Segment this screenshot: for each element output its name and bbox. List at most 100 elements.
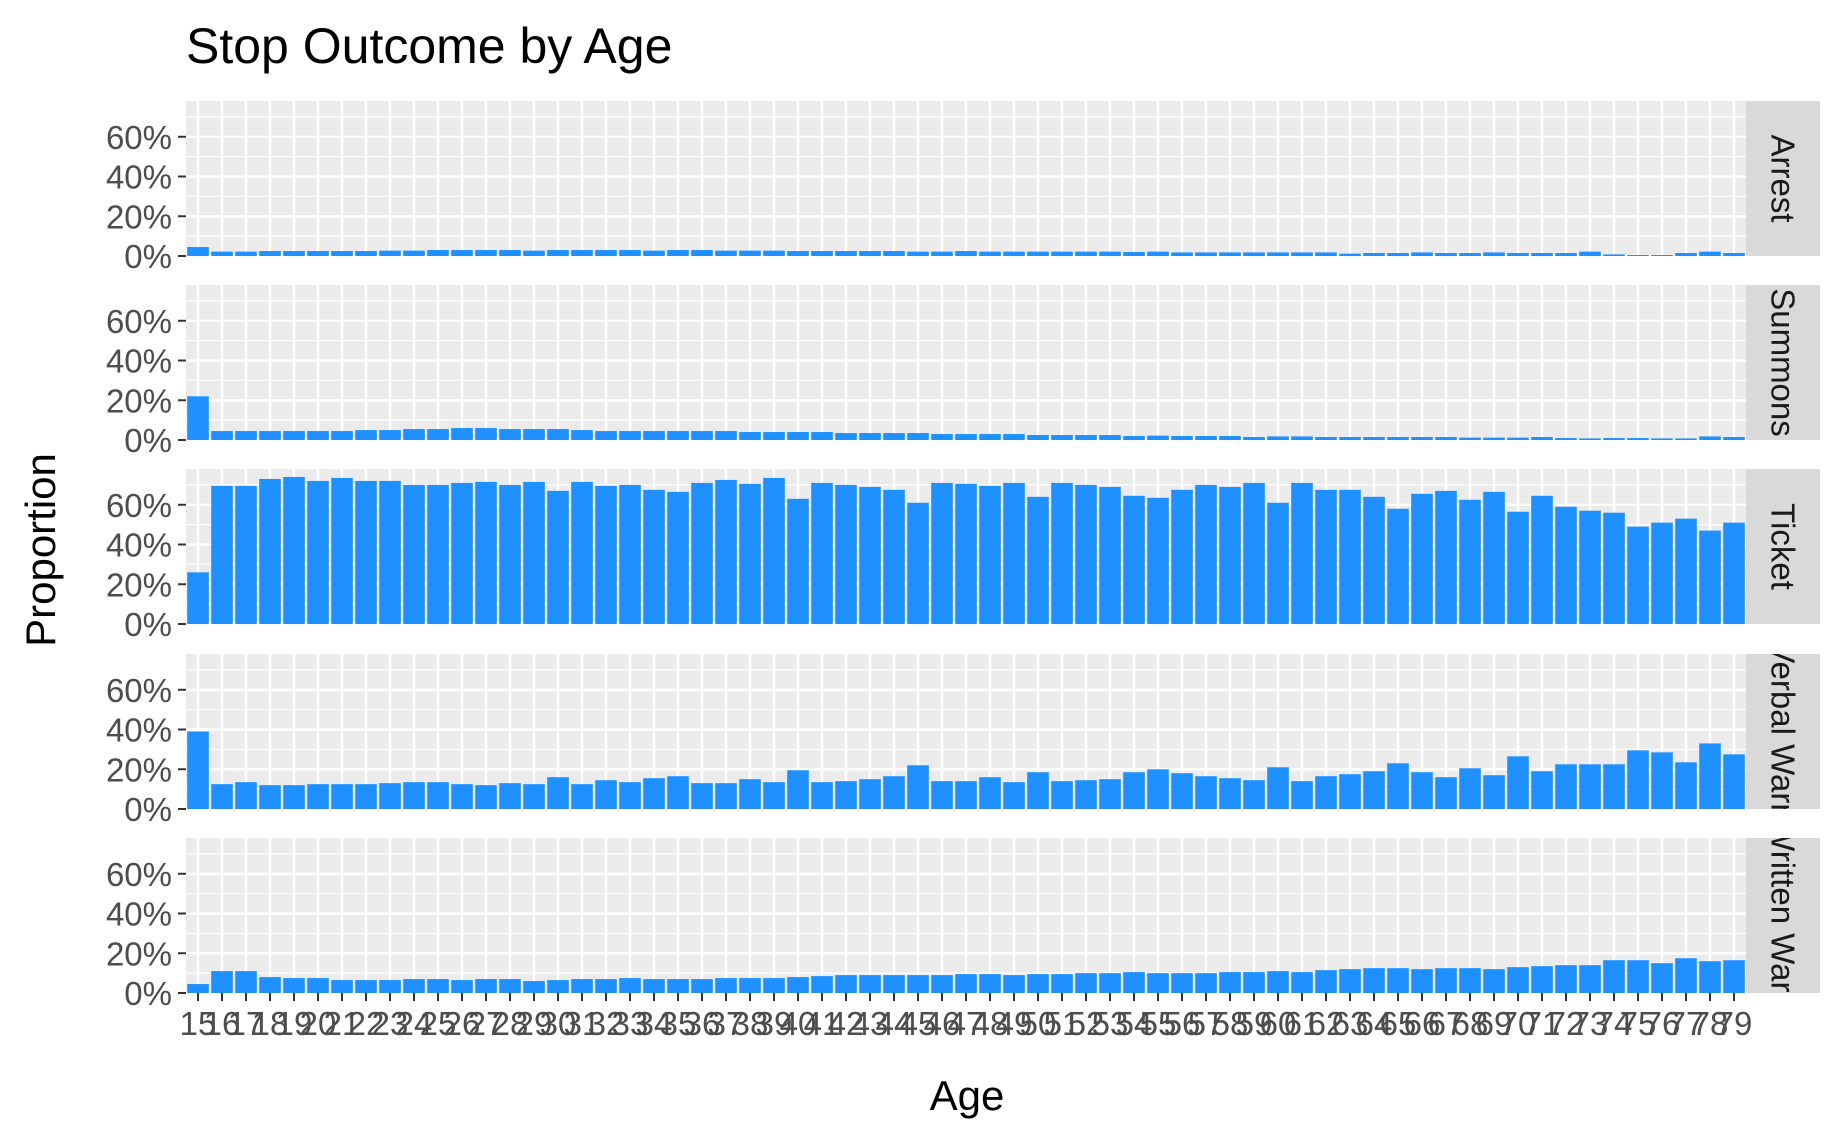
x-tick-label: 52 <box>1068 1005 1105 1042</box>
y-tick-label: 20% <box>106 382 172 419</box>
x-tick-label: 38 <box>732 1005 769 1042</box>
x-tick-label: 35 <box>660 1005 697 1042</box>
bar <box>1243 972 1265 993</box>
bar <box>1579 965 1601 993</box>
x-tick-label: 41 <box>804 1005 841 1042</box>
x-tick-label: 61 <box>1284 1005 1321 1042</box>
bar <box>643 489 665 624</box>
bar <box>1363 771 1385 809</box>
bar <box>643 778 665 809</box>
bar <box>475 250 497 256</box>
bar <box>547 250 569 256</box>
bar <box>667 776 689 809</box>
bar <box>451 482 473 624</box>
x-tick-label: 17 <box>228 1005 265 1042</box>
x-tick-label: 47 <box>948 1005 985 1042</box>
bar <box>1123 495 1145 624</box>
bar <box>1075 251 1097 256</box>
bar <box>1075 484 1097 624</box>
bar <box>1699 743 1721 809</box>
bar <box>427 484 449 624</box>
bar <box>811 976 833 993</box>
bar <box>427 429 449 440</box>
bar <box>1171 252 1193 256</box>
bar <box>1051 781 1073 809</box>
bar <box>379 783 401 809</box>
bar <box>1075 973 1097 993</box>
bar <box>475 785 497 809</box>
bar <box>1603 512 1625 624</box>
bar <box>1267 971 1289 993</box>
bar <box>1075 780 1097 809</box>
bar <box>1147 497 1169 624</box>
bar <box>1099 779 1121 809</box>
bar <box>475 481 497 624</box>
bar <box>1099 435 1121 440</box>
bar <box>475 428 497 440</box>
x-tick-label: 39 <box>756 1005 793 1042</box>
bar <box>619 978 641 993</box>
bar <box>547 490 569 624</box>
chart-title: Stop Outcome by Age <box>186 18 672 74</box>
bar <box>547 980 569 993</box>
bar <box>1291 252 1313 256</box>
bar <box>595 780 617 809</box>
facet-strip-label: Summons <box>1765 288 1802 437</box>
bar <box>1459 499 1481 624</box>
x-tick-label: 71 <box>1524 1005 1561 1042</box>
bar <box>523 481 545 624</box>
bar <box>1315 252 1337 256</box>
facet-strip <box>1746 654 1820 809</box>
bar <box>883 489 905 624</box>
bar <box>1243 780 1265 809</box>
bar <box>1507 437 1529 440</box>
bar <box>1651 963 1673 993</box>
bar <box>1243 252 1265 256</box>
bar <box>667 979 689 993</box>
facet-strip <box>1746 469 1820 624</box>
facet-strip <box>1746 285 1820 440</box>
bar <box>811 482 833 624</box>
bar <box>763 477 785 624</box>
bar <box>1723 754 1745 809</box>
y-tick-label: 40% <box>106 527 172 564</box>
bar <box>1675 518 1697 624</box>
bar <box>499 250 521 256</box>
bar <box>235 485 257 624</box>
bar <box>739 483 761 624</box>
x-tick-label: 69 <box>1476 1005 1513 1042</box>
y-tick-label: 60% <box>106 672 172 709</box>
bar <box>1339 969 1361 993</box>
x-tick-label: 77 <box>1668 1005 1705 1042</box>
x-tick-label: 45 <box>900 1005 937 1042</box>
bar <box>1627 526 1649 624</box>
bar <box>1003 782 1025 809</box>
x-tick-label: 31 <box>564 1005 601 1042</box>
bar <box>355 980 377 993</box>
facet-panel: 0%20%40%60% Summons <box>106 285 1820 459</box>
bar <box>499 979 521 993</box>
bar <box>1675 438 1697 440</box>
x-tick-label: 67 <box>1428 1005 1465 1042</box>
bar <box>667 431 689 440</box>
bar <box>1243 437 1265 440</box>
bar <box>1267 767 1289 809</box>
x-tick-label: 30 <box>540 1005 577 1042</box>
x-tick-label: 33 <box>612 1005 649 1042</box>
bar <box>403 250 425 256</box>
bar <box>403 429 425 440</box>
x-tick-label: 40 <box>780 1005 817 1042</box>
bar <box>619 782 641 809</box>
bar <box>1339 253 1361 256</box>
bar <box>331 251 353 256</box>
bar <box>259 785 281 809</box>
bar <box>787 251 809 256</box>
bar <box>1051 482 1073 624</box>
bar <box>331 431 353 440</box>
bar <box>379 430 401 440</box>
facet-panel: 0%20%40%60% Written Warn <box>106 838 1820 1012</box>
bar <box>523 250 545 256</box>
bar <box>379 250 401 256</box>
bar <box>355 784 377 809</box>
bar <box>1099 486 1121 624</box>
